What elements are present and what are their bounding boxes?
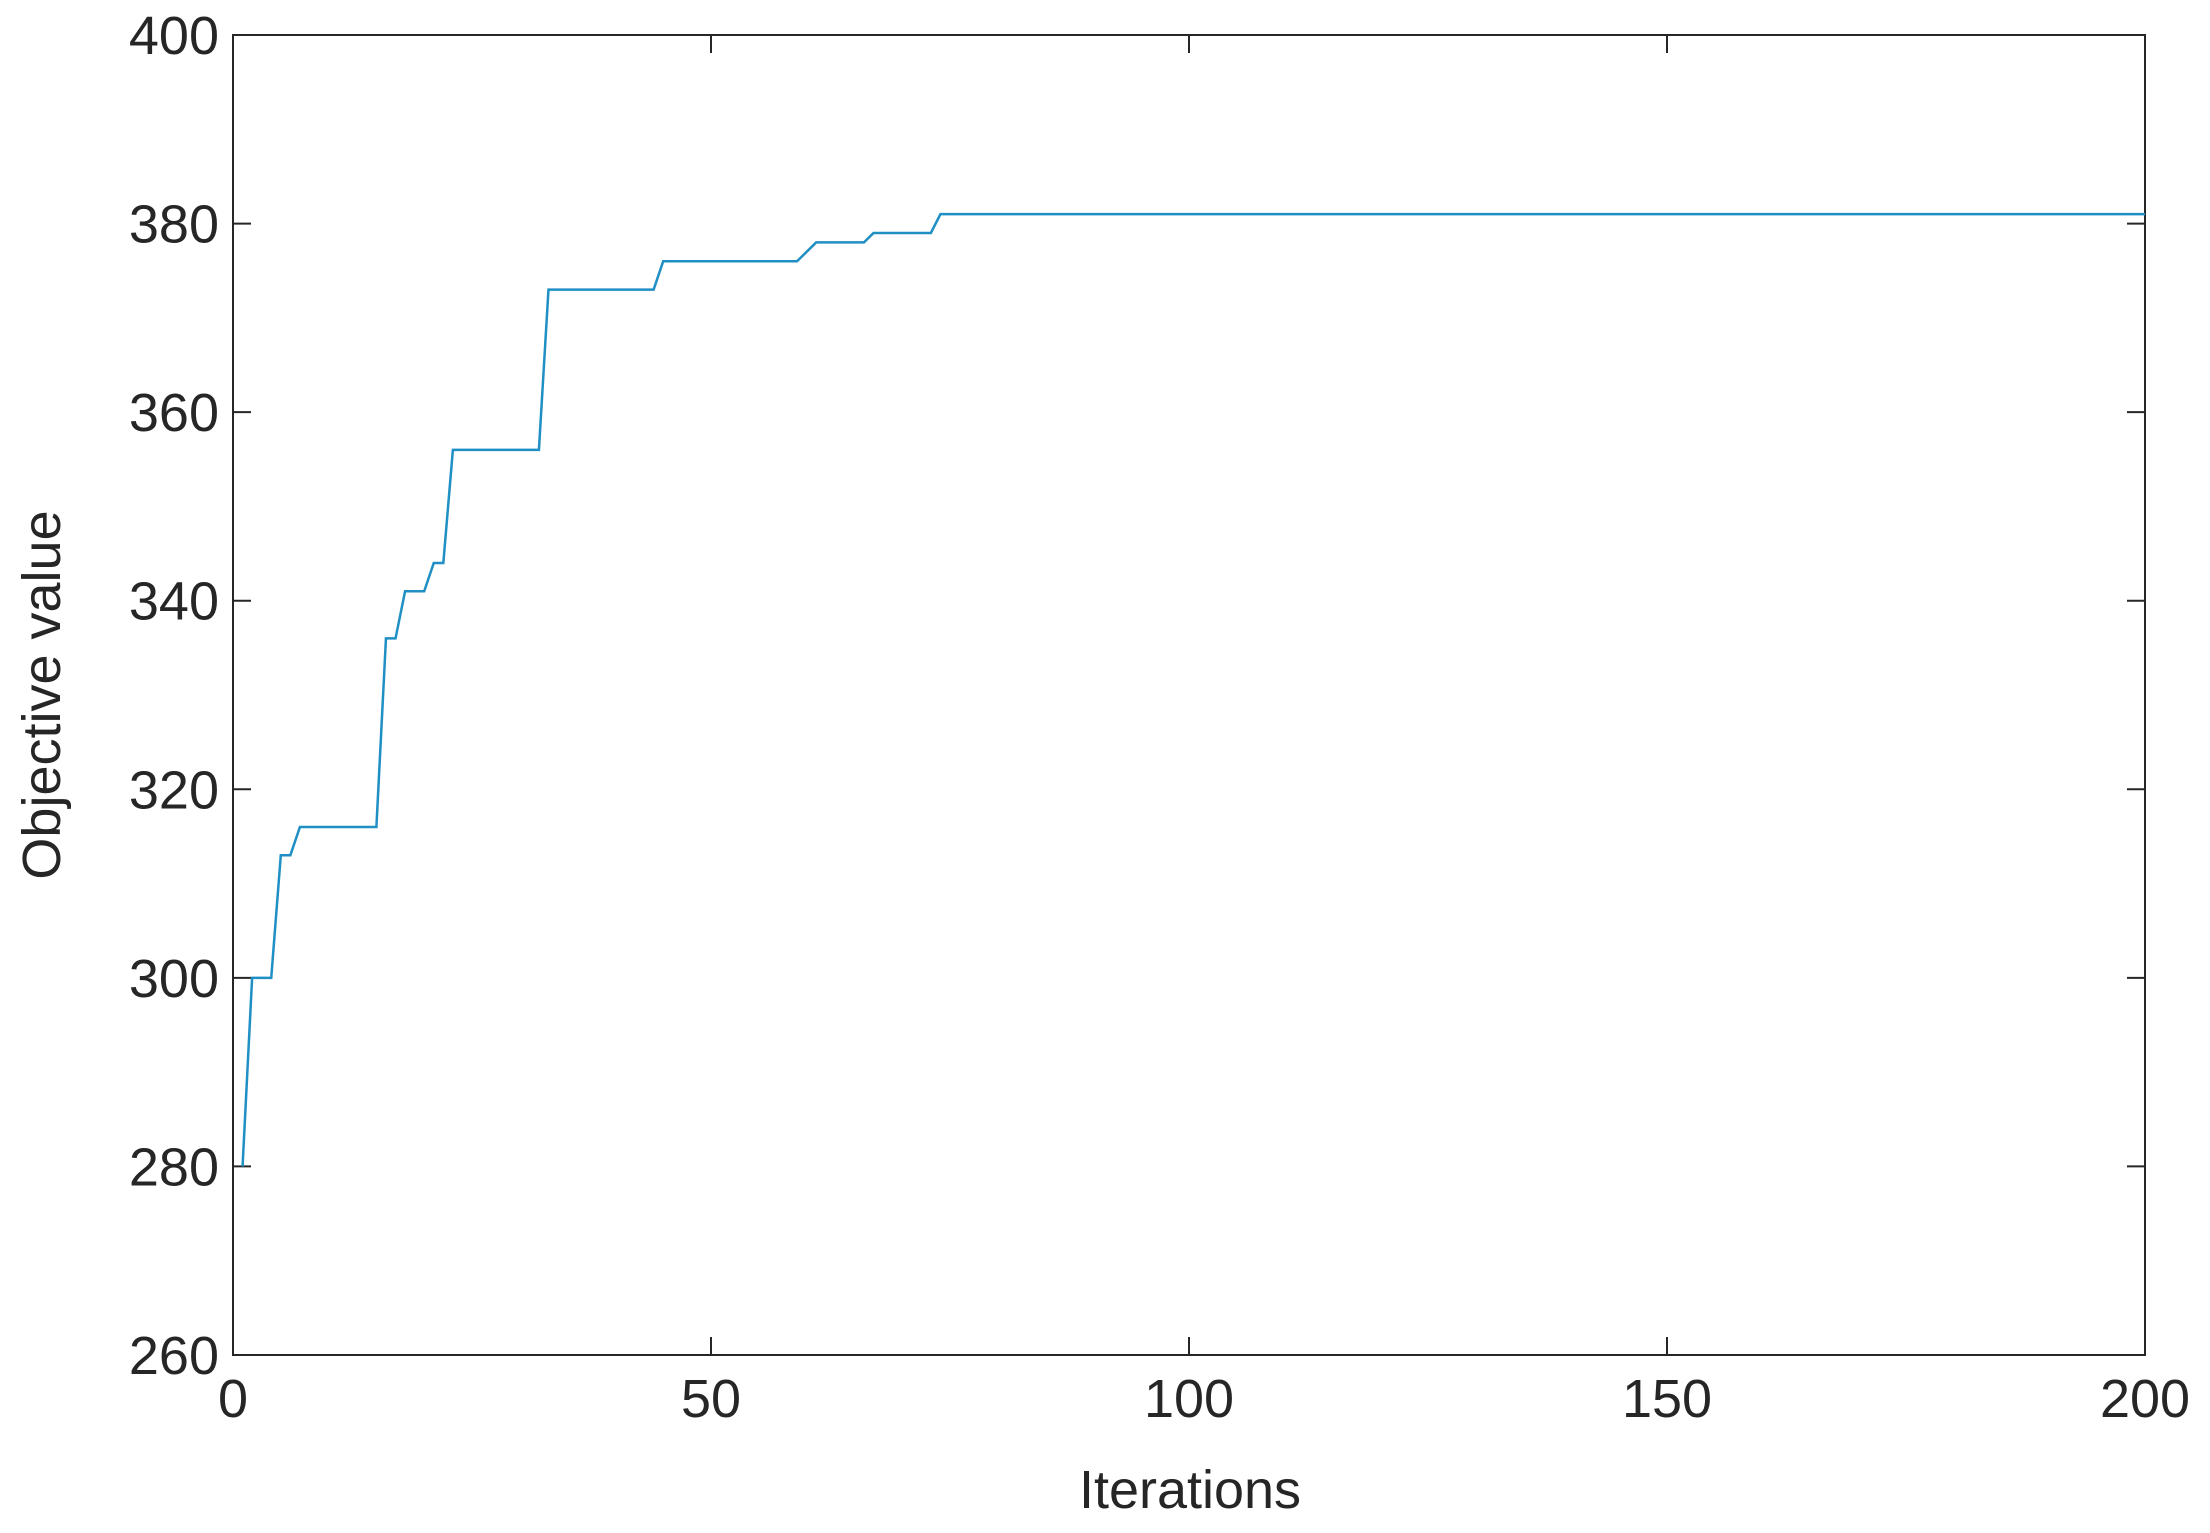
y-tick-label: 280 — [129, 1137, 219, 1197]
y-tick-label: 300 — [129, 949, 219, 1009]
x-tick-label: 50 — [681, 1369, 741, 1429]
y-tick-label: 360 — [129, 383, 219, 443]
x-tick-label: 100 — [1144, 1369, 1234, 1429]
y-tick-label: 380 — [129, 195, 219, 255]
y-tick-label: 400 — [129, 6, 219, 66]
data-line — [241, 212, 2145, 1167]
x-tick-label: 150 — [1622, 1369, 1712, 1429]
x-axis-label: Iterations — [1079, 1460, 1301, 1520]
y-axis-label: Objective value — [12, 510, 72, 879]
x-tick-label: 0 — [218, 1369, 248, 1429]
y-tick-label: 260 — [129, 1326, 219, 1386]
y-tick-label: 320 — [129, 760, 219, 820]
x-tick-label: 200 — [2100, 1369, 2190, 1429]
y-tick-label: 340 — [129, 572, 219, 632]
